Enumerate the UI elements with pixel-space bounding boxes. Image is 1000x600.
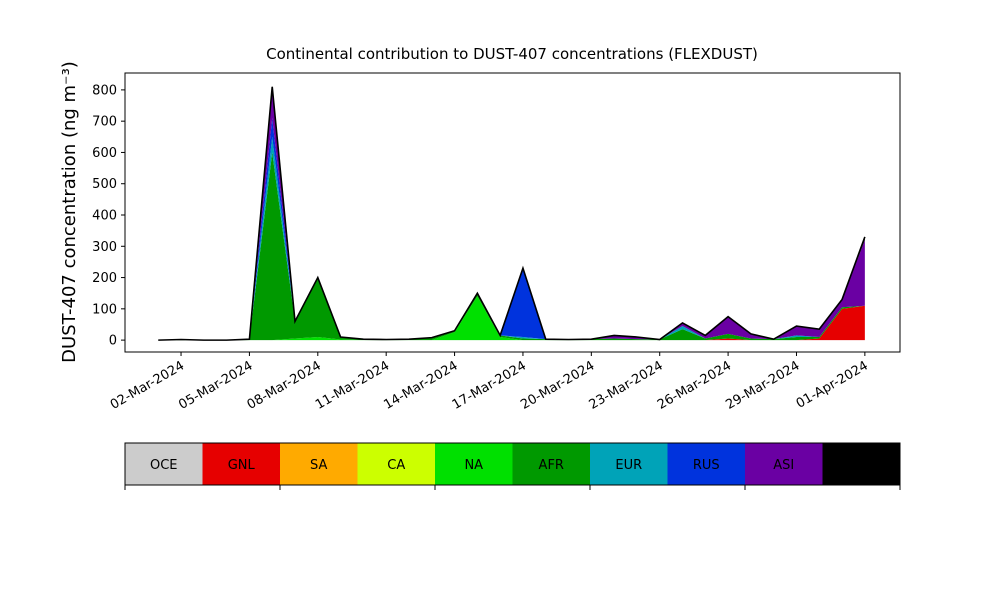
legend-label: GNL bbox=[228, 458, 256, 473]
legend-swatch bbox=[280, 443, 358, 485]
y-tick-label: 700 bbox=[92, 115, 117, 130]
legend-label: CA bbox=[387, 458, 405, 473]
legend-label: ASI bbox=[773, 458, 794, 473]
x-tick-label: 20-Mar-2024 bbox=[518, 358, 597, 412]
legend-swatch bbox=[125, 443, 203, 485]
x-tick-label: 08-Mar-2024 bbox=[245, 358, 324, 412]
x-tick-label: 26-Mar-2024 bbox=[655, 358, 734, 412]
legend-swatch bbox=[202, 443, 280, 485]
legend-label: EUR bbox=[615, 458, 642, 473]
legend-swatch bbox=[822, 443, 900, 485]
chart-title: Continental contribution to DUST-407 con… bbox=[266, 45, 758, 63]
y-tick-label: 500 bbox=[92, 177, 117, 192]
y-tick-label: 400 bbox=[92, 209, 117, 224]
legend-swatch bbox=[512, 443, 590, 485]
x-tick-label: 05-Mar-2024 bbox=[176, 358, 255, 412]
legend-swatch bbox=[590, 443, 668, 485]
y-tick-label: 600 bbox=[92, 146, 117, 161]
legend-label: RUS bbox=[693, 458, 720, 473]
y-tick-label: 800 bbox=[92, 83, 117, 98]
legend-swatch bbox=[667, 443, 745, 485]
y-tick-label: 100 bbox=[92, 302, 117, 317]
legend-label: SA bbox=[310, 458, 327, 473]
x-tick-label: 14-Mar-2024 bbox=[381, 358, 460, 412]
y-tick-label: 200 bbox=[92, 271, 117, 286]
y-axis-label: DUST-407 concentration (ng m⁻³) bbox=[59, 61, 80, 363]
x-tick-label: 01-Apr-2024 bbox=[794, 358, 871, 411]
legend-frame bbox=[124, 442, 901, 486]
legend-swatch bbox=[357, 443, 435, 485]
legend-label: OCE bbox=[150, 458, 178, 473]
legend-label: AUS bbox=[848, 458, 875, 473]
x-tick-label: 29-Mar-2024 bbox=[723, 358, 802, 412]
y-tick-label: 300 bbox=[92, 240, 117, 255]
legend-label: AFR bbox=[539, 458, 564, 473]
x-tick-label: 11-Mar-2024 bbox=[313, 358, 392, 412]
x-tick-label: 17-Mar-2024 bbox=[450, 358, 529, 412]
y-tick-label: 0 bbox=[109, 334, 117, 349]
x-tick-label: 02-Mar-2024 bbox=[108, 358, 187, 412]
legend-swatch bbox=[745, 443, 823, 485]
x-tick-label: 23-Mar-2024 bbox=[587, 358, 666, 412]
legend-label: NA bbox=[464, 458, 483, 473]
plot-frame bbox=[124, 72, 901, 353]
total-outline bbox=[158, 86, 866, 341]
legend-swatch bbox=[435, 443, 513, 485]
